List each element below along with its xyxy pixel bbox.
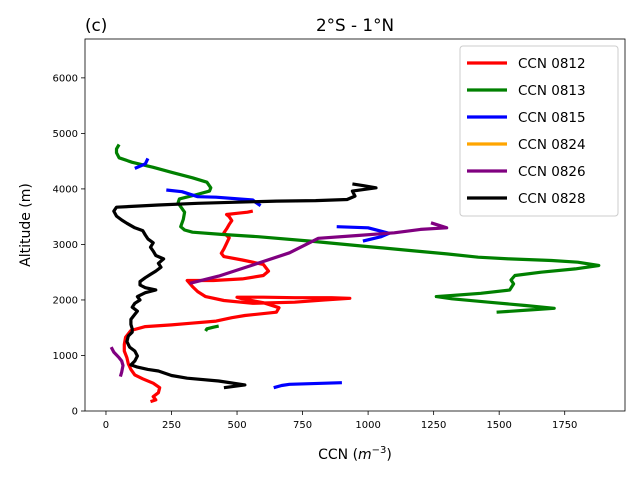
x-axis-label-unit: m	[358, 447, 372, 463]
x-axis-label-close: )	[386, 447, 391, 463]
chart-title: 2°S - 1°N	[316, 15, 394, 35]
x-axis-ticks: 0 250 500 750 1000 1250 1500 1750	[103, 411, 577, 431]
series-line-1-segment-0	[204, 324, 220, 332]
y-tick-label: 4000	[53, 184, 78, 195]
x-tick-label: 500	[227, 420, 246, 431]
legend-label-1: CCN 0813	[518, 83, 586, 99]
series-line-2-segment-2	[134, 157, 150, 170]
x-tick-label: 750	[293, 420, 312, 431]
y-tick-label: 3000	[53, 240, 78, 251]
x-axis-label: CCN (m−3)	[318, 445, 392, 463]
legend: CCN 0812 CCN 0813 CCN 0815 CCN 0824 CCN 0826…	[459, 45, 619, 217]
y-tick-label: 6000	[53, 73, 78, 84]
panel-label: (c)	[85, 15, 107, 35]
y-tick-label: 5000	[53, 129, 78, 140]
series-line-0-segment-0	[122, 209, 352, 404]
x-tick-label: 1000	[355, 420, 380, 431]
series-line-5-segment-0	[112, 182, 378, 390]
x-tick-label: 1750	[552, 420, 577, 431]
y-tick-label: 0	[72, 407, 78, 418]
x-tick-label: 0	[103, 420, 109, 431]
x-tick-label: 1500	[486, 420, 511, 431]
y-tick-label: 2000	[53, 295, 78, 306]
x-axis-label-exponent: −3	[372, 445, 387, 456]
plot-frame	[84, 38, 626, 412]
series-line-1-segment-1	[114, 143, 601, 314]
y-tick-label: 1000	[53, 351, 78, 362]
y-axis-ticks: 0 1000 2000 3000 4000 5000 6000	[53, 73, 85, 418]
legend-label-5: CCN 0828	[518, 191, 586, 207]
series-line-4-segment-0	[109, 346, 125, 378]
legend-label-2: CCN 0815	[518, 110, 586, 126]
series-layer	[109, 143, 601, 404]
x-tick-label: 250	[162, 420, 181, 431]
y-axis-label: Altitude (m)	[18, 183, 34, 267]
series-line-4-segment-1	[189, 221, 449, 285]
x-axis-label-text: CCN (	[318, 447, 358, 463]
legend-label-4: CCN 0826	[518, 164, 586, 180]
series-line-2-segment-0	[273, 381, 342, 390]
legend-label-3: CCN 0824	[518, 137, 586, 153]
x-tick-label: 1250	[421, 420, 446, 431]
legend-label-0: CCN 0812	[518, 56, 586, 72]
